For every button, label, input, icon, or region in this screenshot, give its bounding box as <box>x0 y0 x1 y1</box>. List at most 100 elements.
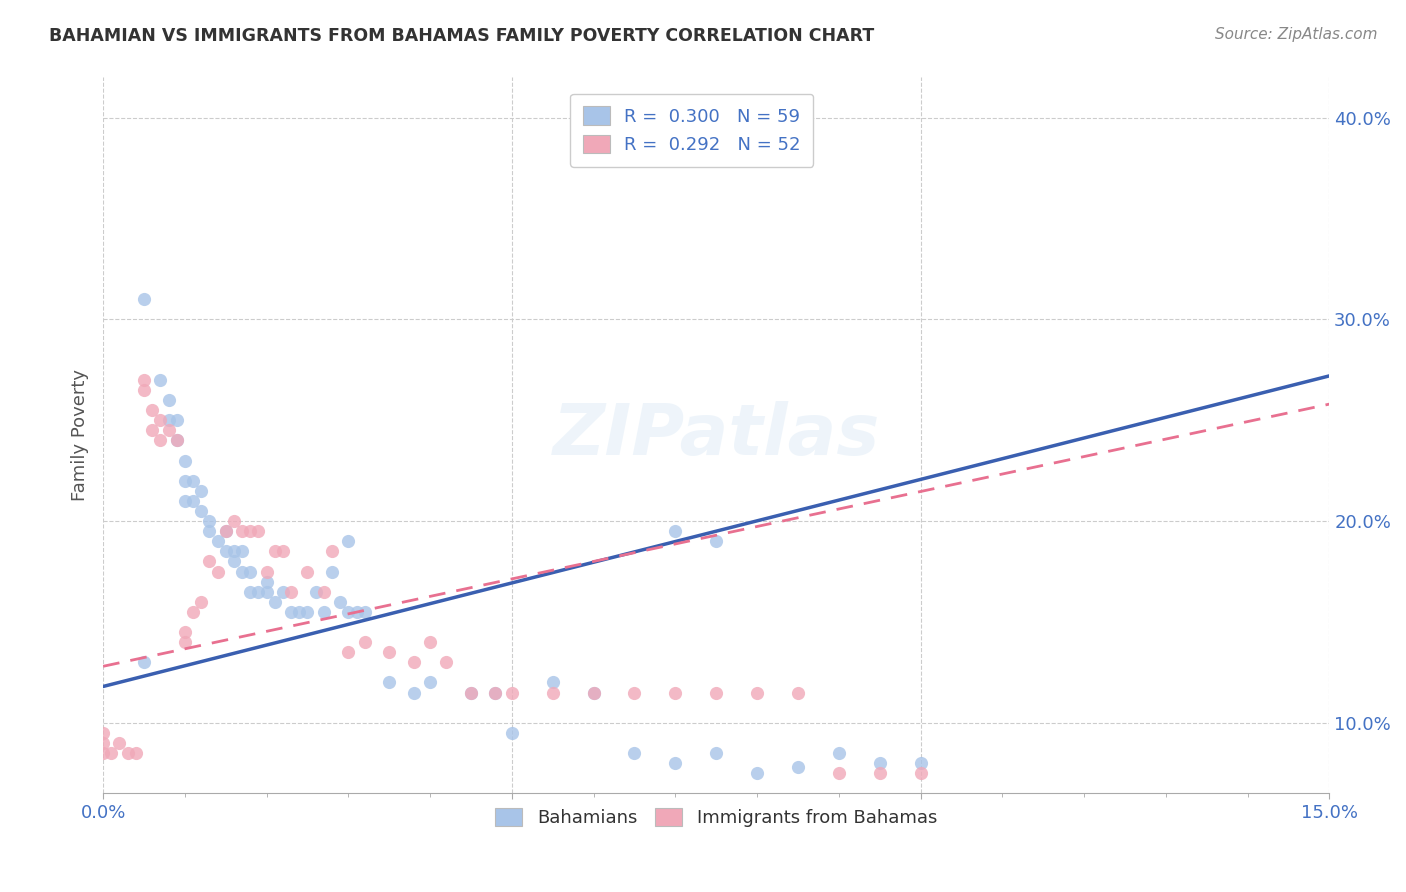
Point <box>256 584 278 599</box>
Point <box>280 605 302 619</box>
Point <box>828 746 851 760</box>
Point <box>297 605 319 619</box>
Point <box>91 726 114 740</box>
Point <box>231 524 253 538</box>
Point <box>207 565 229 579</box>
Point <box>664 524 686 538</box>
Y-axis label: Family Poverty: Family Poverty <box>72 369 89 501</box>
Point <box>222 514 245 528</box>
Point <box>460 685 482 699</box>
Point <box>91 736 114 750</box>
Point <box>141 423 163 437</box>
Point <box>501 685 523 699</box>
Point <box>181 494 204 508</box>
Point <box>704 746 727 760</box>
Point <box>215 524 238 538</box>
Point <box>828 766 851 780</box>
Point <box>132 373 155 387</box>
Point <box>312 584 335 599</box>
Point <box>353 605 375 619</box>
Point <box>378 675 401 690</box>
Point <box>207 534 229 549</box>
Point <box>239 565 262 579</box>
Point <box>132 383 155 397</box>
Point <box>173 635 195 649</box>
Point <box>239 584 262 599</box>
Point <box>132 293 155 307</box>
Point <box>419 635 441 649</box>
Point <box>215 544 238 558</box>
Point <box>321 565 343 579</box>
Point <box>623 746 645 760</box>
Point <box>247 584 270 599</box>
Point <box>402 685 425 699</box>
Point <box>222 554 245 568</box>
Point <box>704 534 727 549</box>
Point <box>460 685 482 699</box>
Point <box>346 605 368 619</box>
Point <box>280 584 302 599</box>
Point <box>787 685 810 699</box>
Point <box>215 524 238 538</box>
Point <box>231 544 253 558</box>
Point <box>305 584 328 599</box>
Point <box>312 605 335 619</box>
Point <box>329 595 352 609</box>
Point <box>664 756 686 770</box>
Point <box>321 544 343 558</box>
Point <box>256 574 278 589</box>
Point <box>869 756 891 770</box>
Point <box>166 413 188 427</box>
Point <box>541 685 564 699</box>
Point <box>198 554 221 568</box>
Point <box>582 685 605 699</box>
Point <box>436 655 458 669</box>
Point <box>623 685 645 699</box>
Point <box>582 685 605 699</box>
Point <box>91 746 114 760</box>
Point <box>910 756 932 770</box>
Point <box>484 685 506 699</box>
Point <box>157 423 180 437</box>
Text: BAHAMIAN VS IMMIGRANTS FROM BAHAMAS FAMILY POVERTY CORRELATION CHART: BAHAMIAN VS IMMIGRANTS FROM BAHAMAS FAMI… <box>49 27 875 45</box>
Point <box>166 434 188 448</box>
Point <box>166 434 188 448</box>
Point <box>231 565 253 579</box>
Text: ZIPatlas: ZIPatlas <box>553 401 880 470</box>
Point <box>484 685 506 699</box>
Point <box>378 645 401 659</box>
Point <box>117 746 139 760</box>
Point <box>288 605 311 619</box>
Point <box>181 474 204 488</box>
Point <box>239 524 262 538</box>
Point <box>157 393 180 408</box>
Point <box>263 544 285 558</box>
Point <box>173 494 195 508</box>
Point <box>353 635 375 649</box>
Point <box>132 655 155 669</box>
Point <box>222 544 245 558</box>
Point <box>149 413 172 427</box>
Point <box>337 645 360 659</box>
Legend: Bahamians, Immigrants from Bahamas: Bahamians, Immigrants from Bahamas <box>488 801 945 834</box>
Point <box>910 766 932 780</box>
Point <box>501 726 523 740</box>
Point <box>190 483 212 498</box>
Point <box>181 605 204 619</box>
Point <box>419 675 441 690</box>
Point <box>125 746 148 760</box>
Point <box>173 453 195 467</box>
Point <box>198 514 221 528</box>
Point <box>745 766 768 780</box>
Point <box>297 565 319 579</box>
Point <box>173 474 195 488</box>
Text: Source: ZipAtlas.com: Source: ZipAtlas.com <box>1215 27 1378 42</box>
Point <box>141 403 163 417</box>
Point <box>173 625 195 640</box>
Point <box>190 504 212 518</box>
Point <box>271 544 294 558</box>
Point <box>149 373 172 387</box>
Point <box>198 524 221 538</box>
Point <box>149 434 172 448</box>
Point <box>541 675 564 690</box>
